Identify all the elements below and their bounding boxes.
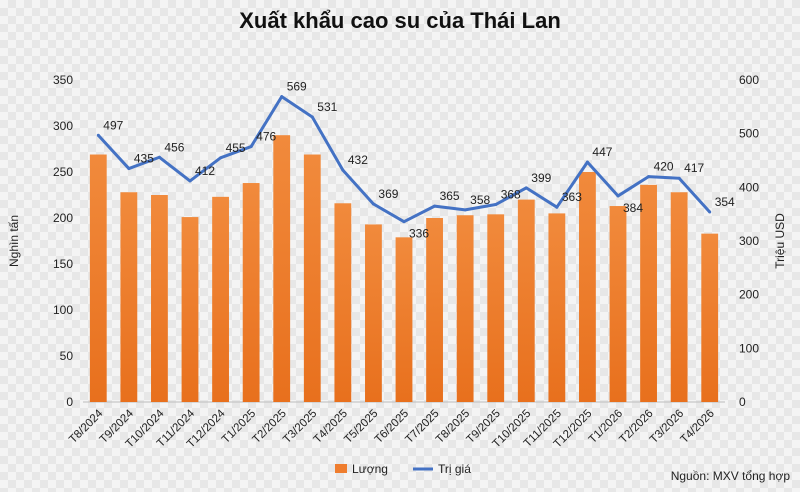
point-tri-gia [127, 167, 131, 171]
point-tri-gia [402, 220, 406, 224]
bar-luong [579, 172, 596, 402]
bar-luong [365, 224, 382, 402]
value-label-tri-gia: 531 [317, 100, 337, 114]
bar-luong [456, 215, 474, 402]
point-tri-gia [524, 186, 528, 190]
y-right-tick-label: 100 [739, 341, 759, 355]
bar-luong [426, 218, 443, 402]
legend: Lượng Trị giá [335, 462, 471, 476]
bar-series-luong [89, 135, 719, 402]
point-tri-gia [647, 175, 651, 179]
bar-luong [334, 203, 352, 402]
y-right-tick-label: 600 [739, 73, 759, 87]
value-label-tri-gia: 384 [623, 201, 643, 215]
value-label-tri-gia: 368 [501, 188, 521, 202]
y-left-tick-label: 100 [53, 303, 73, 317]
value-label-tri-gia: 363 [562, 190, 582, 204]
y-right-tick-label: 0 [739, 395, 746, 409]
value-label-tri-gia: 369 [378, 187, 398, 201]
y-right-tick-label: 400 [739, 180, 759, 194]
value-label-tri-gia: 456 [164, 140, 184, 154]
y-left-tick-label: 150 [53, 257, 73, 271]
value-label-tri-gia: 336 [409, 227, 429, 241]
line-series-tri-gia [96, 95, 712, 224]
y-left-tick-label: 200 [53, 211, 73, 225]
y-left-tick-label: 300 [53, 119, 73, 133]
bar-luong [151, 195, 168, 402]
point-tri-gia [463, 208, 467, 212]
bar-luong [517, 199, 535, 402]
y-right-axis-title: Triệu USD [773, 213, 787, 269]
value-label-tri-gia: 354 [715, 195, 735, 209]
y-left-tick-label: 0 [66, 395, 73, 409]
point-tri-gia [157, 155, 161, 159]
point-tri-gia [616, 194, 620, 198]
bar-luong [609, 206, 627, 402]
source-note: Nguồn: MXV tổng hợp [670, 469, 790, 483]
y-left-tick-label: 50 [60, 349, 74, 363]
bar-luong [701, 233, 719, 402]
chart-title: Xuất khẩu cao su của Thái Lan [239, 8, 561, 33]
value-label-tri-gia: 417 [684, 161, 704, 175]
point-tri-gia [249, 145, 253, 149]
value-label-tri-gia: 455 [226, 141, 246, 155]
bar-luong [273, 135, 291, 402]
y-left-tick-label: 350 [53, 73, 73, 87]
bar-luong [640, 184, 657, 402]
point-tri-gia [280, 95, 284, 99]
value-label-tri-gia: 432 [348, 153, 368, 167]
legend-label-luong: Lượng [352, 462, 388, 476]
bar-luong [212, 196, 229, 402]
y-right-tick-label: 300 [739, 234, 759, 248]
value-label-tri-gia: 365 [440, 189, 460, 203]
value-label-tri-gia: 447 [592, 145, 612, 159]
bar-luong [487, 214, 505, 402]
point-tri-gia [188, 179, 192, 183]
point-tri-gia [555, 205, 559, 209]
point-tri-gia [708, 210, 712, 214]
x-tick-label: T4/2026 [679, 408, 717, 446]
value-label-tri-gia: 497 [103, 118, 123, 132]
point-tri-gia [433, 204, 437, 208]
value-label-tri-gia: 420 [654, 160, 674, 174]
bar-luong [120, 192, 138, 402]
value-label-tri-gia: 476 [256, 130, 276, 144]
value-label-tri-gia: 399 [531, 171, 551, 185]
value-label-tri-gia: 358 [470, 193, 490, 207]
legend-label-tri-gia: Trị giá [438, 462, 471, 476]
bar-luong [670, 192, 688, 402]
value-label-tri-gia: 569 [287, 80, 307, 94]
bar-luong [548, 213, 566, 402]
data-labels: 497 435 456 412 455 476 569 531 432 369 336 365 358 3… [103, 80, 735, 241]
y-left-tick-label: 250 [53, 165, 73, 179]
bar-luong [89, 154, 107, 402]
point-tri-gia [219, 156, 223, 160]
point-tri-gia [310, 115, 314, 119]
bar-luong [303, 154, 321, 402]
value-label-tri-gia: 435 [134, 152, 154, 166]
point-tri-gia [494, 203, 498, 207]
y-left-axis-title: Nghìn tấn [7, 215, 21, 267]
y-right-tick-label: 500 [739, 127, 759, 141]
point-tri-gia [96, 133, 100, 137]
bar-luong [395, 237, 413, 402]
line-tri-gia [97, 95, 711, 224]
bar-luong [181, 217, 199, 402]
value-label-tri-gia: 412 [195, 164, 215, 178]
bar-luong [242, 183, 260, 402]
point-tri-gia [371, 202, 375, 206]
point-tri-gia [585, 160, 589, 164]
point-tri-gia [677, 176, 681, 180]
point-tri-gia [341, 168, 345, 172]
legend-swatch-luong [335, 464, 347, 473]
y-right-tick-label: 200 [739, 288, 759, 302]
